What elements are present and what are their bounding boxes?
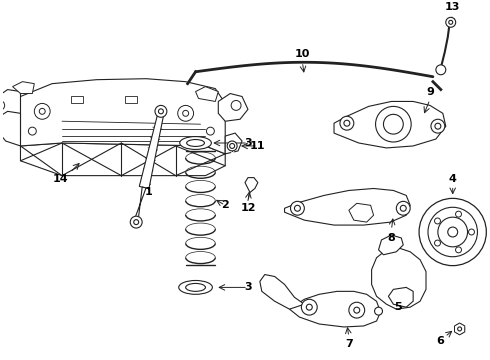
Ellipse shape	[187, 140, 204, 147]
Circle shape	[431, 119, 445, 133]
Polygon shape	[334, 102, 446, 148]
Polygon shape	[285, 189, 410, 225]
Circle shape	[158, 109, 163, 114]
Polygon shape	[0, 90, 21, 136]
Bar	[125, 95, 137, 103]
Circle shape	[456, 247, 462, 253]
Text: 3: 3	[244, 138, 252, 148]
Circle shape	[456, 211, 462, 217]
Circle shape	[458, 327, 462, 331]
Circle shape	[134, 220, 139, 225]
Text: 9: 9	[426, 86, 434, 96]
Circle shape	[396, 201, 410, 215]
Ellipse shape	[180, 136, 211, 149]
Circle shape	[34, 103, 50, 119]
Polygon shape	[21, 143, 225, 176]
Circle shape	[231, 100, 241, 111]
Circle shape	[22, 86, 27, 91]
Polygon shape	[371, 248, 426, 309]
Text: 2: 2	[221, 200, 229, 210]
Text: 4: 4	[449, 174, 457, 184]
Text: 14: 14	[52, 174, 68, 184]
Circle shape	[435, 123, 441, 129]
Circle shape	[448, 227, 458, 237]
Circle shape	[155, 105, 167, 117]
Circle shape	[130, 216, 142, 228]
Text: 13: 13	[445, 3, 461, 13]
Text: 6: 6	[436, 336, 444, 346]
Polygon shape	[260, 275, 304, 309]
Text: 12: 12	[240, 203, 256, 213]
Text: 5: 5	[394, 302, 402, 312]
Polygon shape	[0, 111, 21, 146]
Circle shape	[306, 304, 312, 310]
Text: 8: 8	[388, 233, 395, 243]
Text: 3: 3	[244, 282, 252, 292]
Circle shape	[340, 116, 354, 130]
Circle shape	[204, 91, 210, 96]
Polygon shape	[245, 177, 258, 193]
Polygon shape	[139, 113, 164, 189]
Polygon shape	[196, 87, 218, 102]
Circle shape	[178, 105, 194, 121]
Polygon shape	[218, 94, 248, 121]
Polygon shape	[455, 323, 465, 335]
Circle shape	[28, 127, 36, 135]
Circle shape	[446, 17, 456, 27]
Circle shape	[468, 229, 474, 235]
Circle shape	[419, 198, 487, 266]
Circle shape	[344, 120, 350, 126]
Circle shape	[183, 111, 189, 116]
Text: 11: 11	[250, 141, 266, 151]
Polygon shape	[134, 187, 146, 220]
Circle shape	[428, 207, 477, 257]
Circle shape	[449, 21, 453, 24]
Circle shape	[291, 201, 304, 215]
Polygon shape	[13, 82, 34, 94]
Polygon shape	[290, 291, 381, 327]
Circle shape	[400, 205, 406, 211]
Circle shape	[0, 100, 4, 111]
Ellipse shape	[186, 283, 205, 291]
Polygon shape	[225, 133, 242, 154]
Circle shape	[206, 127, 214, 135]
Circle shape	[230, 144, 235, 148]
Text: 1: 1	[145, 188, 153, 197]
Circle shape	[349, 302, 365, 318]
Circle shape	[301, 299, 317, 315]
Polygon shape	[389, 287, 413, 307]
Ellipse shape	[179, 280, 212, 294]
Circle shape	[39, 108, 45, 114]
Circle shape	[436, 65, 446, 75]
Polygon shape	[379, 235, 403, 255]
Polygon shape	[349, 203, 373, 222]
Text: 10: 10	[294, 49, 310, 59]
Circle shape	[435, 218, 441, 224]
Circle shape	[374, 307, 383, 315]
Circle shape	[375, 107, 411, 142]
Circle shape	[384, 114, 403, 134]
Circle shape	[435, 240, 441, 246]
Text: 7: 7	[345, 339, 353, 349]
Circle shape	[294, 205, 300, 211]
Bar	[71, 95, 83, 103]
Circle shape	[227, 141, 237, 151]
Polygon shape	[21, 79, 225, 154]
Circle shape	[354, 307, 360, 313]
Circle shape	[455, 324, 465, 334]
Circle shape	[438, 217, 467, 247]
